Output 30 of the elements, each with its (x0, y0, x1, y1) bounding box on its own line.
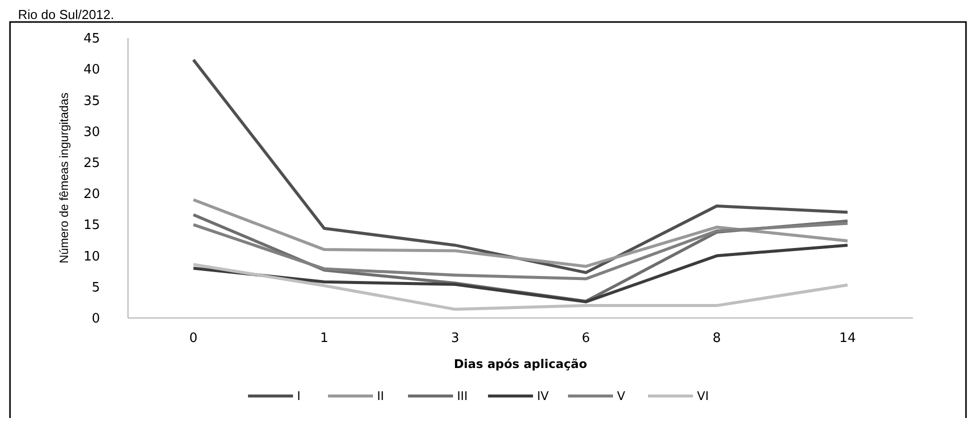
y-tick-label: 5 (92, 280, 100, 296)
y-axis-title: Número de fêmeas ingurgitadas (57, 92, 71, 264)
y-tick-label: 0 (92, 312, 100, 327)
x-tick-label: 8 (712, 331, 721, 346)
line-series (192, 222, 850, 280)
y-tick-label: 40 (83, 62, 100, 78)
text: Rio do Sul/2012. (18, 7, 114, 22)
y-tick-label: 25 (83, 156, 100, 171)
y-tick-label: 15 (83, 218, 100, 234)
y-tick-label: 10 (83, 249, 100, 264)
x-tick-label: 0 (189, 331, 198, 346)
y-tick-label: 20 (83, 187, 100, 202)
x-tick-label: 3 (450, 331, 460, 346)
y-tick-label: 30 (83, 124, 100, 140)
legend-label: IV (537, 389, 550, 404)
legend-label: III (457, 389, 468, 404)
legend-label: VI (697, 389, 709, 404)
line-series (192, 198, 850, 268)
legend-label: V (617, 389, 626, 404)
x-tick-label: 6 (582, 331, 590, 346)
y-tick-label: 45 (83, 32, 100, 47)
x-axis-title: Dias após aplicação (454, 357, 588, 371)
line-series (192, 262, 850, 311)
legend-label: I (297, 389, 301, 404)
x-tick-label: 14 (839, 331, 856, 346)
x-tick-label: 1 (320, 331, 328, 346)
y-tick-label: 35 (83, 94, 100, 109)
legend-label: II (377, 389, 384, 404)
line-series (192, 244, 850, 304)
line-series (192, 58, 850, 274)
